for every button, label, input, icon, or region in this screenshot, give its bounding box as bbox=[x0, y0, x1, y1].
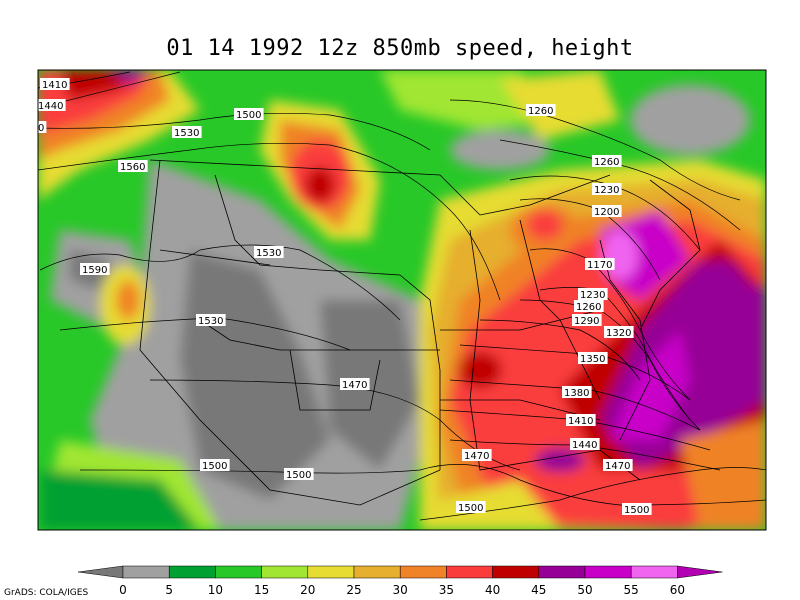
height-label: 1170 bbox=[585, 258, 615, 271]
svg-text:1500: 1500 bbox=[624, 505, 649, 516]
svg-text:1260: 1260 bbox=[594, 157, 619, 168]
svg-text:1470: 1470 bbox=[605, 461, 630, 472]
credit-text: GrADS: COLA/IGES bbox=[4, 588, 89, 598]
height-label: 1530 bbox=[196, 314, 226, 327]
colorbar-swatch bbox=[261, 565, 309, 579]
colorbar-swatch bbox=[353, 565, 401, 579]
height-label: 1200 bbox=[592, 205, 622, 218]
speed-shading bbox=[38, 70, 766, 530]
svg-text:1260: 1260 bbox=[528, 106, 553, 117]
colorbar-swatch bbox=[77, 565, 124, 579]
svg-text:1530: 1530 bbox=[174, 128, 199, 139]
colorbar-tick-label: 50 bbox=[577, 583, 592, 597]
svg-text:1470: 1470 bbox=[342, 380, 367, 391]
height-label: 1410 bbox=[40, 78, 70, 91]
svg-text:1410: 1410 bbox=[42, 80, 67, 91]
svg-text:1290: 1290 bbox=[574, 316, 599, 327]
height-label: 1230 bbox=[592, 183, 622, 196]
colorbar-tick-label: 15 bbox=[254, 583, 269, 597]
svg-text:1350: 1350 bbox=[580, 354, 605, 365]
height-label: 1470 bbox=[340, 378, 370, 391]
svg-text:1260: 1260 bbox=[576, 302, 601, 313]
map-title: 01 14 1992 12z 850mb speed, height bbox=[166, 36, 634, 61]
svg-text:1200: 1200 bbox=[594, 207, 619, 218]
height-label: 1560 bbox=[118, 160, 148, 173]
height-labels: 1410 1440 1530 1500 1560 1590 1530 1530 1470 1500… bbox=[36, 78, 652, 516]
height-label: 1410 bbox=[566, 414, 596, 427]
height-label: 1260 bbox=[592, 155, 622, 168]
height-label: 1350 bbox=[578, 352, 608, 365]
height-label: 1470 bbox=[462, 449, 492, 462]
svg-text:1380: 1380 bbox=[564, 388, 589, 399]
colorbar-swatch bbox=[215, 565, 262, 579]
colorbar-tick-label: 10 bbox=[208, 583, 223, 597]
colorbar-swatch bbox=[446, 565, 493, 579]
colorbar-swatch bbox=[122, 565, 170, 579]
height-label: 0 bbox=[36, 121, 47, 134]
svg-text:1530: 1530 bbox=[198, 316, 223, 327]
svg-text:1230: 1230 bbox=[580, 290, 605, 301]
svg-text:1530: 1530 bbox=[256, 248, 281, 259]
colorbar-swatch bbox=[538, 565, 586, 579]
colorbar-swatch bbox=[307, 565, 355, 579]
svg-text:1170: 1170 bbox=[587, 260, 612, 271]
height-label: 1470 bbox=[603, 459, 633, 472]
colorbar-tick-label: 35 bbox=[439, 583, 454, 597]
svg-text:1500: 1500 bbox=[286, 470, 311, 481]
colorbar-tick-label: 30 bbox=[393, 583, 408, 597]
height-label: 1440 bbox=[570, 438, 600, 451]
colorbar-swatch bbox=[399, 565, 447, 579]
height-label: 1530 bbox=[254, 246, 284, 259]
colorbar-tick-label: 60 bbox=[670, 583, 685, 597]
height-label: 1590 bbox=[80, 263, 110, 276]
svg-text:1440: 1440 bbox=[572, 440, 597, 451]
height-label: 1440 bbox=[36, 99, 66, 112]
svg-text:1470: 1470 bbox=[464, 451, 489, 462]
colorbar-tick-label: 25 bbox=[346, 583, 361, 597]
colorbar-swatch bbox=[584, 565, 632, 579]
height-label: 1320 bbox=[604, 326, 634, 339]
map-frame bbox=[37, 69, 767, 531]
height-label: 1500 bbox=[622, 503, 652, 516]
svg-text:1440: 1440 bbox=[38, 101, 63, 112]
height-label: 1530 bbox=[172, 126, 202, 139]
height-label: 1230 bbox=[578, 288, 608, 301]
svg-text:1410: 1410 bbox=[568, 416, 593, 427]
svg-text:1500: 1500 bbox=[236, 110, 261, 121]
height-label: 1500 bbox=[456, 501, 486, 514]
height-label: 1260 bbox=[526, 104, 556, 117]
height-label: 1500 bbox=[200, 459, 230, 472]
colorbar-swatch bbox=[168, 565, 216, 579]
height-label: 1500 bbox=[284, 468, 314, 481]
height-label: 1380 bbox=[562, 386, 592, 399]
height-label: 1290 bbox=[572, 314, 602, 327]
colorbar-tick-label: 0 bbox=[119, 583, 127, 597]
colorbar-tick-label: 40 bbox=[485, 583, 500, 597]
svg-text:1230: 1230 bbox=[594, 185, 619, 196]
svg-text:1500: 1500 bbox=[202, 461, 227, 472]
colorbar-tick-label: 5 bbox=[165, 583, 173, 597]
svg-text:1320: 1320 bbox=[606, 328, 631, 339]
colorbar-swatch bbox=[492, 565, 540, 579]
svg-text:0: 0 bbox=[38, 123, 44, 134]
height-label: 1260 bbox=[574, 300, 604, 313]
height-label: 1500 bbox=[234, 108, 264, 121]
colorbar-swatch bbox=[630, 565, 678, 579]
svg-text:1590: 1590 bbox=[82, 265, 107, 276]
colorbar-tick-label: 45 bbox=[531, 583, 546, 597]
svg-text:1500: 1500 bbox=[458, 503, 483, 514]
colorbar-tick-label: 55 bbox=[624, 583, 639, 597]
colorbar-tick-label: 20 bbox=[300, 583, 315, 597]
svg-text:1560: 1560 bbox=[120, 162, 145, 173]
colorbar-swatch bbox=[677, 565, 723, 579]
